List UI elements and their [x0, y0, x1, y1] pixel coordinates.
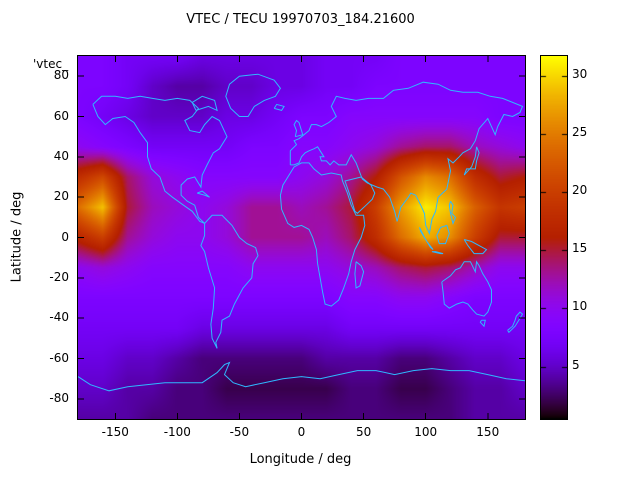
y-tick-label: -60 [49, 350, 69, 365]
colorbar-tick-label: 10 [572, 299, 588, 314]
x-tick-label: 0 [297, 425, 306, 439]
y-tick-label: 20 [53, 189, 69, 204]
colorbar-tick-label: 30 [572, 66, 588, 81]
colorbar-tick-label: 20 [572, 183, 588, 198]
x-axis-label: Longitude / deg [249, 452, 352, 467]
x-tick-label: 150 [476, 425, 500, 439]
colorbar-tick-label: 5 [572, 357, 580, 372]
y-tick-label: -40 [49, 310, 69, 325]
colorbar [540, 55, 568, 420]
coastlines-overlay [78, 56, 525, 419]
y-tick-label: 40 [53, 148, 69, 163]
x-tick-label: 100 [414, 425, 438, 439]
colorbar-tick-label: 25 [572, 124, 588, 139]
colorbar-canvas [541, 56, 567, 419]
key-label: 'vtec_ [33, 57, 69, 71]
x-tick-label: 50 [355, 425, 372, 439]
y-tick-label: 80 [53, 68, 69, 83]
y-tick-label: -20 [49, 269, 69, 284]
y-tick-label: -80 [49, 390, 69, 405]
vtec-heatmap [78, 56, 525, 419]
x-tick-label: -100 [163, 425, 191, 439]
y-tick-label: 0 [61, 229, 69, 244]
plot-area [77, 55, 526, 420]
y-tick-label: 60 [53, 108, 69, 123]
x-tick-label: -150 [101, 425, 129, 439]
colorbar-tick-label: 15 [572, 241, 588, 256]
x-tick-label: -50 [229, 425, 250, 439]
chart-title: VTEC / TECU 19970703_184.21600 [186, 12, 415, 27]
